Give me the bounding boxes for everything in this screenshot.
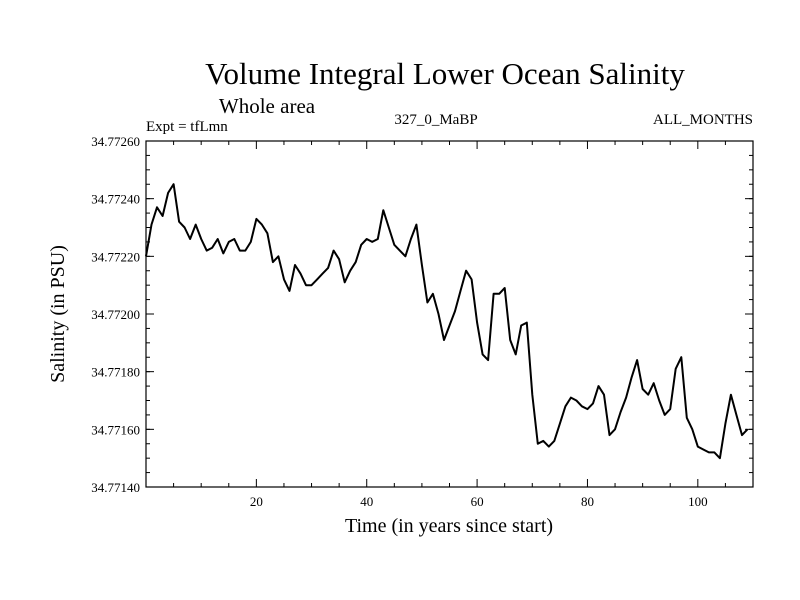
plot-frame (145, 140, 754, 488)
months-label: ALL_MONTHS (653, 112, 753, 128)
y-tick-label: 34.77260 (91, 134, 140, 149)
y-tick-label: 34.77240 (91, 192, 140, 207)
chart-subtitle: Whole area (219, 94, 316, 118)
y-axis-label: Salinity (in PSU) (47, 245, 69, 383)
y-tick-label: 34.77220 (91, 249, 140, 264)
x-axis-label: Time (in years since start) (345, 515, 553, 537)
y-tick-label: 34.77180 (91, 365, 140, 380)
x-axis: 20 40 60 80 100 (173, 141, 726, 509)
x-tick-label: 20 (250, 494, 263, 509)
x-tick-label: 40 (360, 494, 373, 509)
y-axis: 34.77140 34.77160 34.77180 34.77200 34.77220… (91, 134, 753, 495)
y-tick-label: 34.77140 (91, 480, 140, 495)
x-tick-label: 60 (471, 494, 484, 509)
salinity-series-line (145, 183, 749, 460)
chart-title: Volume Integral Lower Ocean Salinity (205, 56, 685, 91)
x-tick-label: 80 (581, 494, 594, 509)
run-label: 327_0_MaBP (394, 112, 477, 128)
y-tick-label: 34.77160 (91, 422, 140, 437)
experiment-label: Expt = tfLmn (146, 119, 228, 135)
x-tick-label: 100 (688, 494, 708, 509)
y-tick-label: 34.77200 (91, 307, 140, 322)
